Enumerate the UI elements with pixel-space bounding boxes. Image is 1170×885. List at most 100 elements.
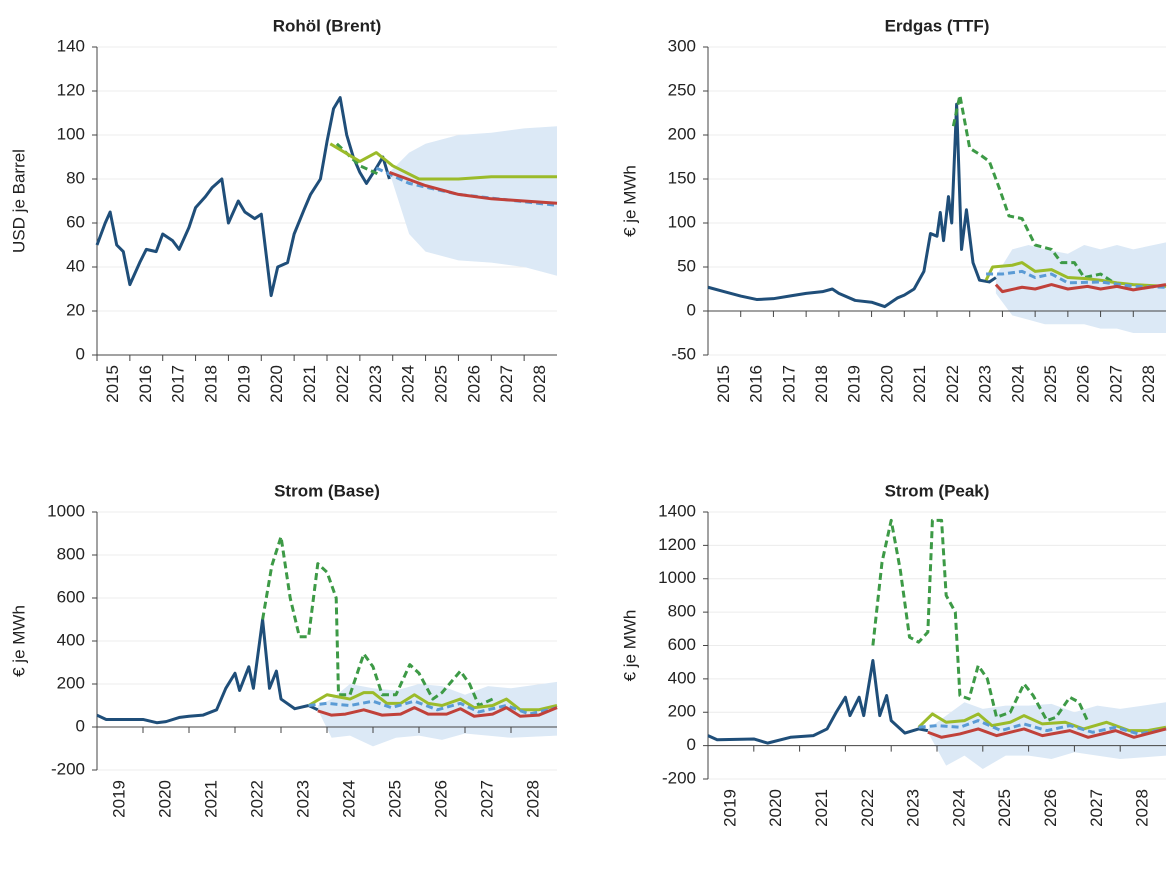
x-tick-label: 2028: [1133, 789, 1152, 827]
x-tick-label: 2020: [877, 365, 896, 403]
x-tick-label: 2025: [431, 365, 450, 403]
y-tick-label: 20: [66, 300, 85, 319]
x-tick-label: 2016: [747, 365, 766, 403]
x-tick-label: 2025: [1041, 365, 1060, 403]
chart-title: Strom (Peak): [885, 481, 990, 500]
x-tick-label: 2027: [1087, 789, 1106, 827]
y-tick-label: 0: [687, 300, 696, 319]
series-line: [388, 170, 558, 205]
series-line: [307, 691, 558, 712]
y-tick-label: 100: [57, 124, 85, 143]
x-tick-label: 2027: [497, 365, 516, 403]
series-line: [707, 659, 929, 745]
y-tick-label: 0: [76, 716, 85, 735]
series-line: [951, 93, 1118, 286]
x-tick-label: 2024: [339, 780, 358, 818]
y-tick-label: 300: [668, 36, 696, 55]
y-axis-label: € je MWh: [620, 165, 639, 237]
series-line: [918, 719, 1167, 736]
x-tick-label: 2018: [201, 365, 220, 403]
y-tick-label: 600: [668, 635, 696, 654]
y-tick-label: 1200: [658, 535, 696, 554]
x-tick-label: 2022: [333, 365, 352, 403]
x-tick-label: 2025: [995, 789, 1014, 827]
y-tick-label: 200: [57, 673, 85, 692]
series-line: [96, 618, 319, 725]
x-tick-label: 2019: [720, 789, 739, 827]
forecast-band: [389, 126, 557, 276]
x-tick-label: 2019: [234, 365, 253, 403]
x-tick-label: 2021: [201, 780, 220, 818]
series-line: [927, 727, 1167, 739]
x-tick-label: 2024: [399, 365, 418, 403]
x-tick-label: 2028: [530, 365, 549, 403]
x-tick-label: 2022: [943, 365, 962, 403]
x-tick-label: 2025: [385, 780, 404, 818]
series-line: [871, 518, 1090, 723]
x-tick-label: 2020: [155, 780, 174, 818]
x-tick-label: 2021: [300, 365, 319, 403]
series-line: [317, 706, 558, 718]
x-tick-label: 2028: [523, 780, 542, 818]
series-line: [261, 535, 494, 707]
x-tick-label: 2022: [858, 789, 877, 827]
x-tick-label: 2023: [293, 780, 312, 818]
y-tick-label: -200: [51, 759, 85, 778]
y-axis-label: USD je Barrel: [9, 149, 28, 253]
y-tick-label: 50: [677, 256, 696, 275]
x-tick-label: 2016: [136, 365, 155, 403]
x-tick-label: 2023: [904, 789, 923, 827]
x-tick-label: 2021: [812, 789, 831, 827]
chart-title: Erdgas (TTF): [885, 16, 990, 35]
y-tick-label: 0: [687, 735, 696, 754]
y-tick-label: -50: [671, 344, 696, 363]
y-tick-label: 120: [57, 80, 85, 99]
x-tick-label: 2017: [169, 365, 188, 403]
x-tick-label: 2015: [714, 365, 733, 403]
y-tick-label: 60: [66, 212, 85, 231]
y-tick-label: 800: [57, 544, 85, 563]
y-tick-label: 250: [668, 80, 696, 99]
x-tick-label: 2015: [103, 365, 122, 403]
x-tick-label: 2019: [845, 365, 864, 403]
y-tick-label: -200: [662, 768, 696, 787]
chart-title: Strom (Base): [274, 481, 380, 500]
x-tick-label: 2024: [949, 789, 968, 827]
y-tick-label: 600: [57, 587, 85, 606]
y-axis-label: € je MWh: [620, 610, 639, 682]
x-tick-label: 2024: [1008, 365, 1027, 403]
x-tick-label: 2021: [910, 365, 929, 403]
x-tick-label: 2020: [267, 365, 286, 403]
x-tick-label: 2020: [766, 789, 785, 827]
y-tick-label: 1400: [658, 501, 696, 520]
y-tick-label: 40: [66, 256, 85, 275]
y-tick-label: 1000: [658, 568, 696, 587]
series-line: [95, 96, 391, 298]
y-axis-label: € je MWh: [9, 605, 28, 677]
chart-title: Rohöl (Brent): [273, 16, 382, 35]
y-tick-label: 400: [57, 630, 85, 649]
x-tick-label: 2027: [1106, 365, 1125, 403]
x-tick-label: 2018: [812, 365, 831, 403]
y-tick-label: 0: [76, 344, 85, 363]
x-tick-label: 2026: [1041, 789, 1060, 827]
x-tick-label: 2026: [1074, 365, 1093, 403]
x-tick-label: 2026: [431, 780, 450, 818]
y-tick-label: 1000: [47, 501, 85, 520]
series-line: [986, 269, 1167, 289]
y-tick-label: 200: [668, 702, 696, 721]
series-line: [707, 102, 997, 309]
y-tick-label: 400: [668, 668, 696, 687]
x-tick-label: 2028: [1139, 365, 1158, 403]
x-tick-label: 2027: [477, 780, 496, 818]
x-tick-label: 2019: [109, 780, 128, 818]
y-tick-label: 150: [668, 168, 696, 187]
y-tick-label: 800: [668, 602, 696, 621]
x-tick-label: 2026: [464, 365, 483, 403]
y-tick-label: 140: [57, 36, 85, 55]
x-tick-label: 2017: [779, 365, 798, 403]
y-tick-label: 200: [668, 124, 696, 143]
x-tick-label: 2023: [366, 365, 385, 403]
x-tick-label: 2023: [976, 365, 995, 403]
